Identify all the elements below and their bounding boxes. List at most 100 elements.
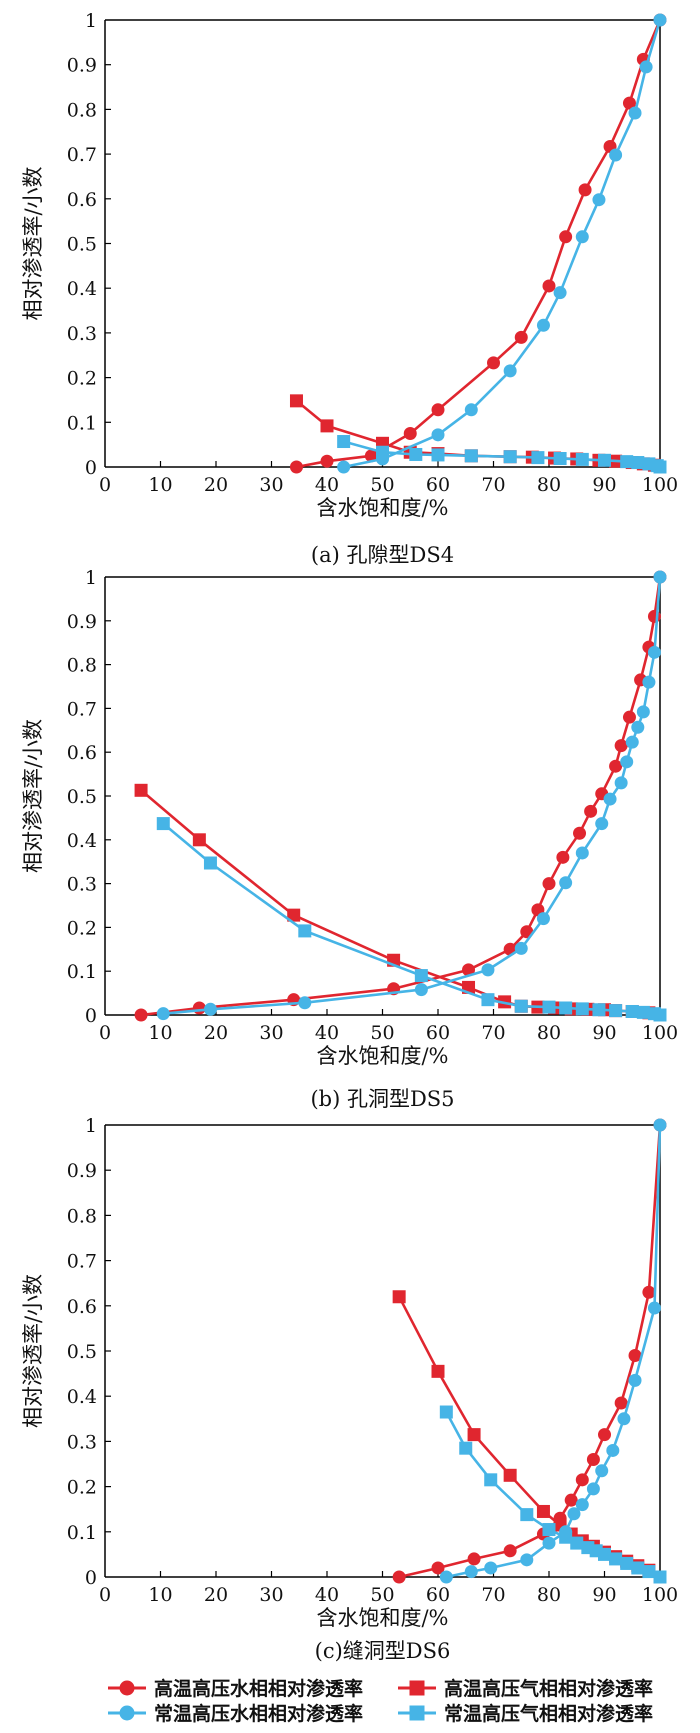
series-line-hg — [398, 1296, 661, 1579]
x-tick-label: 50 — [370, 474, 394, 496]
data-point-hw — [192, 1001, 206, 1015]
data-point-nw — [653, 13, 667, 27]
series-ng — [337, 435, 667, 474]
data-point-ng — [653, 1008, 667, 1022]
series-line-hw — [140, 576, 662, 1017]
data-point-nw — [595, 1464, 609, 1478]
data-point-hw — [609, 759, 623, 773]
y-tick-label: 0.5 — [67, 1341, 97, 1363]
x-tick-label: 70 — [481, 1584, 505, 1606]
data-point-nw — [481, 963, 495, 977]
data-point-ng — [337, 435, 351, 449]
data-point-hw — [575, 1473, 589, 1487]
data-point-nw — [653, 1118, 667, 1132]
data-point-ng — [481, 993, 495, 1007]
data-point-ng — [409, 447, 423, 461]
y-tick-label: 0.5 — [67, 786, 97, 808]
x-tick-label: 30 — [259, 474, 283, 496]
data-point-nw — [614, 776, 628, 790]
x-tick-label: 90 — [592, 1584, 616, 1606]
data-point-hw — [578, 183, 592, 197]
data-point-hw — [586, 1452, 600, 1466]
y-tick-label: 1 — [85, 10, 97, 32]
chart-panel-1: 0 10 20 30 40 50 60 70 80 90 100 0 0.1 0.2 0.3 0.4 0.5 0.… — [21, 10, 678, 567]
data-point-ng — [298, 924, 312, 938]
x-tick-label: 60 — [426, 1022, 450, 1044]
data-point-nw — [203, 1002, 217, 1016]
data-point-ng — [484, 1473, 498, 1487]
data-point-ng — [514, 999, 528, 1013]
x-tick-label: 100 — [642, 1584, 678, 1606]
series-nw — [439, 1118, 667, 1584]
data-point-nw — [464, 1565, 478, 1579]
data-point-nw — [542, 1536, 556, 1550]
data-point-nw — [636, 705, 650, 719]
data-point-nw — [620, 755, 634, 769]
data-point-hw — [134, 1008, 148, 1022]
data-point-nw — [628, 106, 642, 120]
legend-item-hw: 高温高压水相相对渗透率 — [108, 1677, 363, 1700]
data-point-nw — [439, 1570, 453, 1584]
data-point-ng — [575, 1002, 589, 1016]
y-tick-label: 0.5 — [67, 234, 97, 256]
data-point-hg — [503, 1468, 517, 1482]
data-point-hw — [487, 356, 500, 370]
data-point-nw — [520, 1553, 534, 1567]
y-tick-label: 0.6 — [67, 1296, 97, 1318]
data-point-hw — [614, 739, 628, 753]
data-point-hw — [642, 1285, 656, 1299]
data-point-nw — [567, 1507, 581, 1521]
x-tick-label: 70 — [481, 474, 505, 496]
y-tick-label: 0 — [85, 1005, 97, 1027]
data-point-hw — [514, 330, 528, 344]
y-tick-label: 0.2 — [67, 917, 97, 939]
series-ng — [439, 1405, 667, 1584]
data-point-nw — [464, 403, 478, 417]
chart-panel-3: 0 10 20 30 40 50 60 70 80 90 100 0 0.1 0.2 0.3 0.4 0.5 0.… — [21, 1115, 678, 1663]
data-point-hw — [431, 403, 445, 417]
data-point-ng — [464, 449, 478, 463]
data-point-ng — [620, 1556, 634, 1570]
x-axis-label: 含水饱和度/% — [316, 1606, 448, 1630]
data-point-nw — [514, 941, 528, 955]
data-point-ng — [631, 456, 645, 470]
series-line-hw — [296, 19, 662, 469]
data-point-hg — [192, 833, 206, 847]
x-tick-label: 0 — [99, 1584, 111, 1606]
y-tick-label: 0.6 — [67, 189, 97, 211]
series-nw — [337, 13, 667, 474]
data-point-nw — [536, 912, 550, 926]
series-hw — [134, 570, 667, 1022]
x-tick-label: 20 — [204, 474, 228, 496]
data-point-hg — [467, 1428, 481, 1442]
legend-label: 常温高压水相相对渗透率 — [154, 1702, 363, 1725]
x-tick-label: 100 — [642, 1022, 678, 1044]
data-point-nw — [553, 286, 567, 300]
x-tick-label: 30 — [259, 1584, 283, 1606]
y-tick-label: 1 — [85, 567, 97, 589]
data-point-nw — [337, 460, 351, 474]
x-tick-label: 50 — [370, 1022, 394, 1044]
x-tick-label: 60 — [426, 474, 450, 496]
x-tick-label: 80 — [537, 1584, 561, 1606]
y-tick-label: 0.9 — [67, 1160, 97, 1182]
data-point-ng — [609, 1004, 623, 1018]
data-point-ng — [559, 1001, 573, 1015]
series-line-hg — [140, 789, 661, 1017]
data-point-nw — [609, 148, 623, 162]
data-point-nw — [603, 792, 617, 806]
y-tick-label: 0 — [85, 457, 97, 479]
data-point-nw — [575, 230, 589, 244]
x-tick-label: 50 — [370, 1584, 394, 1606]
data-point-hw — [564, 1493, 578, 1507]
y-tick-label: 0.2 — [67, 368, 97, 390]
data-point-hw — [614, 1396, 628, 1410]
x-tick-label: 10 — [148, 474, 172, 496]
y-tick-label: 0.3 — [67, 874, 97, 896]
data-point-ng — [431, 448, 445, 462]
data-point-ng — [459, 1441, 473, 1455]
data-point-hw — [320, 454, 334, 468]
data-point-ng — [631, 1561, 645, 1575]
data-point-ng — [620, 455, 634, 469]
data-point-hw — [622, 710, 636, 724]
